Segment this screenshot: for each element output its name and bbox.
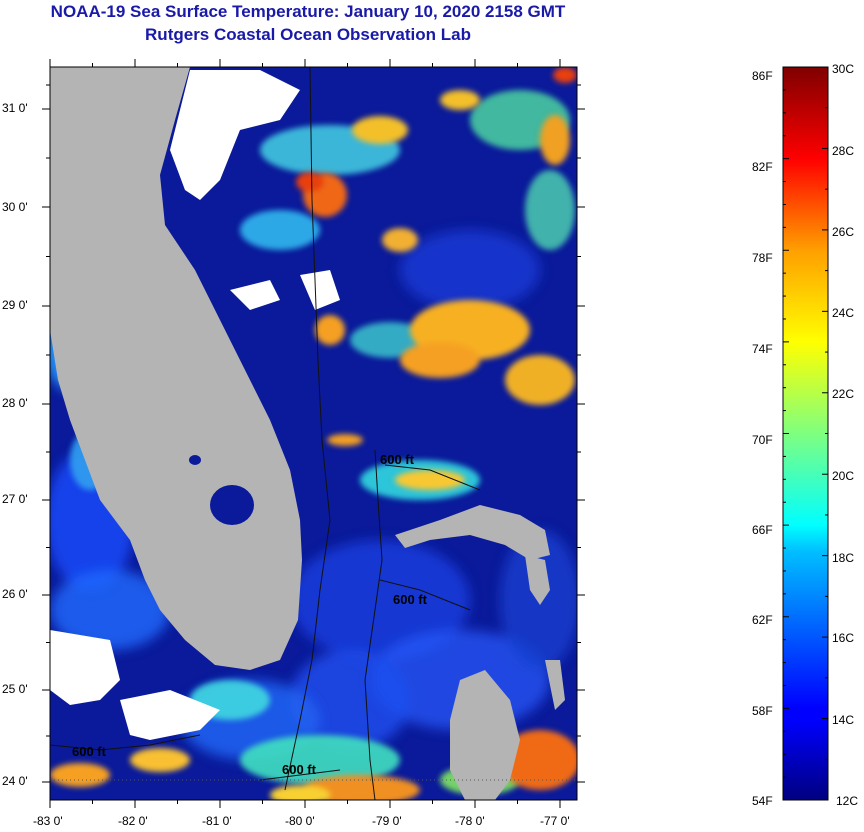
colorbar-f-label: 58F (752, 704, 773, 718)
contour-label: 600 ft (380, 452, 414, 467)
lon-tick-label: -77 0' (540, 814, 570, 828)
lat-tick-label: 26 0' (2, 587, 28, 601)
colorbar-f-label: 74F (752, 342, 773, 356)
map-title: NOAA-19 Sea Surface Temperature: January… (50, 2, 566, 21)
colorbar-f-label: 62F (752, 613, 773, 627)
colorbar-f-label: 54F (752, 794, 773, 808)
contour-label: 600 ft (282, 762, 316, 777)
colorbar-f-label: 78F (752, 251, 773, 265)
lon-tick-label: -83 0' (33, 814, 63, 828)
colorbar-c-label: 16C (832, 631, 855, 645)
lat-tick-label: 25 0' (2, 682, 28, 696)
bahamas-eleuthera (545, 660, 565, 710)
lon-tick-label: -79 0' (372, 814, 402, 828)
lat-tick-label: 31 0' (2, 101, 28, 115)
lat-tick-label: 29 0' (2, 298, 28, 312)
isobath-contours (50, 67, 481, 800)
colorbar-c-label: 24C (832, 306, 855, 320)
bahamas-great-bahama (395, 505, 550, 560)
axis-ticks (42, 59, 585, 808)
lat-tick-label: 27 0' (2, 492, 28, 506)
map-subtitle: Rutgers Coastal Ocean Observation Lab (145, 25, 471, 44)
contour-label: 600 ft (72, 744, 106, 759)
lat-tick-label: 24 0' (2, 774, 28, 788)
lon-tick-label: -80 0' (285, 814, 315, 828)
contour-label: 600 ft (393, 592, 427, 607)
colorbar-c-label: 22C (832, 387, 855, 401)
colorbar-c-label: 30C (832, 62, 855, 76)
bahamas-abaco (525, 555, 550, 605)
colorbar-c-label: 18C (832, 551, 855, 565)
lon-tick-label: -82 0' (118, 814, 148, 828)
lat-tick-label: 28 0' (2, 396, 28, 410)
colorbar-f-label: 82F (752, 160, 773, 174)
colorbar-c-label: 14C (832, 713, 855, 727)
bahamas-andros (450, 670, 520, 800)
lake-okeechobee (210, 485, 254, 525)
map-frame (49, 66, 578, 801)
colorbar (782, 66, 829, 801)
colorbar-c-label: 12C (836, 794, 859, 808)
map-area (50, 67, 577, 800)
lon-tick-label: -78 0' (455, 814, 485, 828)
lon-tick-label: -81 0' (202, 814, 232, 828)
colorbar-ticks (783, 66, 828, 801)
colorbar-f-label: 86F (752, 69, 773, 83)
cloud-mask (50, 70, 340, 740)
colorbar-c-label: 20C (832, 469, 855, 483)
colorbar-f-label: 70F (752, 433, 773, 447)
lat-tick-label: 30 0' (2, 200, 28, 214)
colorbar-c-label: 26C (832, 225, 855, 239)
sst-warm-patches (50, 67, 577, 800)
colorbar-f-label: 66F (752, 523, 773, 537)
colorbar-c-label: 28C (832, 144, 855, 158)
